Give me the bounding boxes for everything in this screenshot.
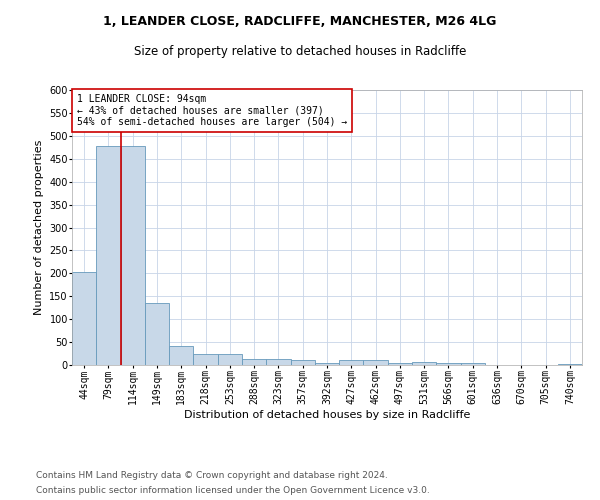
Bar xyxy=(121,146,145,365)
Bar xyxy=(218,354,242,365)
Y-axis label: Number of detached properties: Number of detached properties xyxy=(34,140,44,315)
Text: Contains HM Land Registry data © Crown copyright and database right 2024.: Contains HM Land Registry data © Crown c… xyxy=(36,471,388,480)
Bar xyxy=(96,146,121,365)
Bar xyxy=(339,360,364,365)
Bar xyxy=(266,359,290,365)
Bar xyxy=(558,364,582,365)
Bar xyxy=(461,362,485,365)
Bar xyxy=(193,354,218,365)
Bar xyxy=(145,303,169,365)
Bar xyxy=(388,362,412,365)
Text: Size of property relative to detached houses in Radcliffe: Size of property relative to detached ho… xyxy=(134,45,466,58)
Text: 1, LEANDER CLOSE, RADCLIFFE, MANCHESTER, M26 4LG: 1, LEANDER CLOSE, RADCLIFFE, MANCHESTER,… xyxy=(103,15,497,28)
Bar xyxy=(72,272,96,365)
Bar xyxy=(290,360,315,365)
Bar xyxy=(412,362,436,365)
Bar xyxy=(364,360,388,365)
Bar xyxy=(436,362,461,365)
Bar xyxy=(242,359,266,365)
Bar xyxy=(169,346,193,365)
Text: Contains public sector information licensed under the Open Government Licence v3: Contains public sector information licen… xyxy=(36,486,430,495)
Text: 1 LEANDER CLOSE: 94sqm
← 43% of detached houses are smaller (397)
54% of semi-de: 1 LEANDER CLOSE: 94sqm ← 43% of detached… xyxy=(77,94,347,128)
Bar xyxy=(315,362,339,365)
X-axis label: Distribution of detached houses by size in Radcliffe: Distribution of detached houses by size … xyxy=(184,410,470,420)
